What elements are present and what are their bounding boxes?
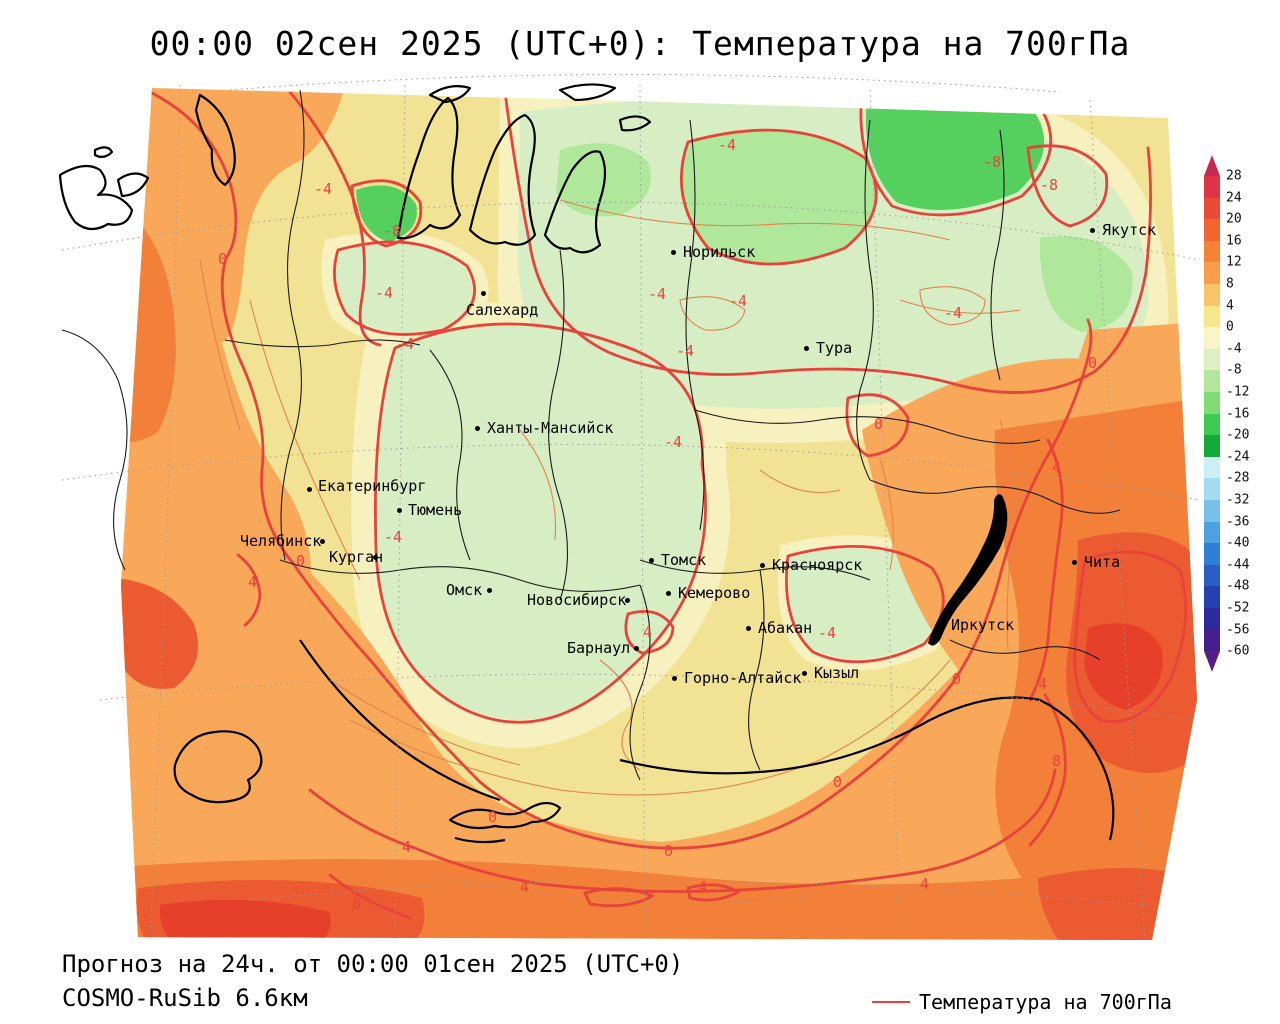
colorbar-cell — [1204, 413, 1220, 436]
colorbar-cell — [1204, 391, 1220, 414]
page-title: 00:00 02сен 2025 (UTC+0): Температура на… — [149, 24, 1131, 63]
colorbar-tick: 12 — [1226, 254, 1242, 270]
colorbar-arrow-top — [1204, 155, 1220, 176]
temperature-contour-layer — [148, 88, 1188, 920]
colorbar-cell — [1204, 586, 1220, 608]
colorbar-tick: -40 — [1226, 535, 1250, 551]
colorbar-cell — [1204, 176, 1220, 198]
colorbar-tick: 20 — [1226, 211, 1242, 227]
colorbar-tick: 4 — [1226, 298, 1234, 314]
colorbar-tick: -12 — [1226, 384, 1250, 400]
region-border-layer — [61, 89, 1121, 781]
colorbar-cell — [1204, 629, 1220, 652]
colorbar-cell — [1204, 435, 1220, 457]
graticule-layer — [61, 73, 1201, 941]
colorbar-cell — [1204, 240, 1220, 263]
colorbar-cell — [1204, 262, 1220, 284]
colorbar-tick: 0 — [1226, 319, 1234, 335]
colorbar-tick: 24 — [1226, 190, 1242, 206]
colorbar-tick: -20 — [1226, 427, 1250, 443]
legend-line-sample — [872, 1001, 910, 1003]
colorbar-cell — [1204, 348, 1220, 371]
coastline-layer — [58, 83, 1115, 844]
forecast-info: Прогноз на 24ч. от 00:00 01сен 2025 (UTC… — [62, 950, 684, 978]
colorbar-tick: -48 — [1226, 578, 1250, 594]
colorbar-tick: -32 — [1226, 492, 1250, 508]
lake-baikal — [928, 494, 1008, 646]
colorbar: 28 24 20 16 12 8 4 0 -4 -8 -12 -16 -20 -24 -28 -32 -36 -4… — [1204, 155, 1249, 673]
colorbar-tick: 28 — [1226, 168, 1242, 184]
colorbar-tick: 16 — [1226, 233, 1242, 249]
colorbar-tick: -56 — [1226, 622, 1250, 638]
colorbar-cell — [1204, 283, 1220, 306]
colorbar-tick: -52 — [1226, 600, 1250, 616]
model-info: COSMO-RuSib 6.6км — [62, 984, 308, 1012]
colorbar-cell — [1204, 456, 1220, 479]
colorbar-cell — [1204, 327, 1220, 349]
colorbar-cell — [1204, 197, 1220, 220]
colorbar-cell — [1204, 478, 1220, 500]
colorbar-tick: -44 — [1226, 557, 1250, 573]
temperature-fill-layer — [121, 88, 1197, 940]
colorbar-cell — [1204, 499, 1220, 522]
colorbar-cell — [1204, 607, 1220, 630]
colorbar-cell — [1204, 219, 1220, 241]
colorbar-cell — [1204, 521, 1220, 544]
colorbar-tick: -60 — [1226, 643, 1250, 659]
colorbar-tick: 8 — [1226, 276, 1234, 292]
colorbar-tick: -24 — [1226, 449, 1250, 465]
colorbar-cell — [1204, 564, 1220, 587]
colorbar-arrow-bottom — [1204, 651, 1220, 673]
colorbar-tick: -36 — [1226, 514, 1250, 530]
colorbar-tick: -8 — [1226, 362, 1242, 378]
thin-contour-layer — [199, 199, 1021, 903]
colorbar-cell — [1204, 543, 1220, 565]
colorbar-cell — [1204, 370, 1220, 392]
colorbar-tick: -4 — [1226, 341, 1242, 357]
colorbar-tick: -28 — [1226, 470, 1250, 486]
colorbar-cell — [1204, 305, 1220, 328]
colorbar-tick: -16 — [1226, 406, 1250, 422]
legend-label: Температура на 700гПа — [919, 990, 1172, 1014]
legend: Температура на 700гПа — [872, 990, 1172, 1014]
